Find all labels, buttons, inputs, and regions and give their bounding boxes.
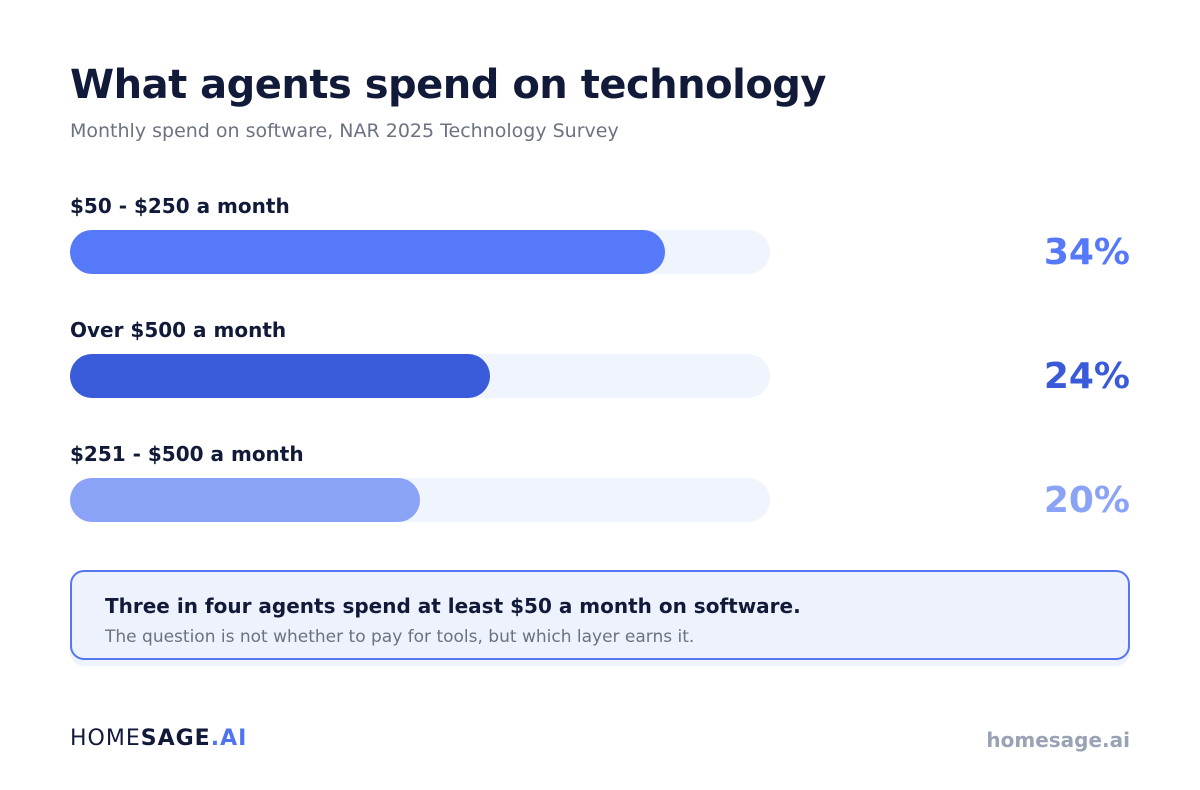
bar-value-label: 24% [1043,356,1130,397]
bar-track [70,478,770,522]
bar-category-label: $251 - $500 a month [70,442,304,466]
logo-part-sage: SAGE [140,726,211,751]
bar-value-label: 20% [1043,480,1130,521]
homesage-logo: HOMESAGE.AI [70,726,247,751]
bar-track [70,230,770,274]
callout-box: Three in four agents spend at least $50 … [70,570,1130,660]
bar-category-label: $50 - $250 a month [70,194,290,218]
bar-track [70,354,770,398]
bar [70,230,665,274]
logo-part-ai: .AI [210,726,248,751]
logo-part-home: HOME [70,726,141,751]
bar [70,354,490,398]
chart-subtitle: Monthly spend on software, NAR 2025 Tech… [70,120,619,142]
bar-row: $50 - $250 a month 34% [70,194,1130,294]
bar-category-label: Over $500 a month [70,318,287,342]
website-link[interactable]: homesage.ai [986,728,1130,752]
callout-headline: Three in four agents spend at least $50 … [105,594,801,618]
bar-row: $251 - $500 a month 20% [70,442,1130,542]
bar [70,478,420,522]
callout-subtext: The question is not whether to pay for t… [105,627,695,647]
bar-value-label: 34% [1043,232,1130,273]
bar-row: Over $500 a month 24% [70,318,1130,418]
chart-title: What agents spend on technology [70,62,827,108]
